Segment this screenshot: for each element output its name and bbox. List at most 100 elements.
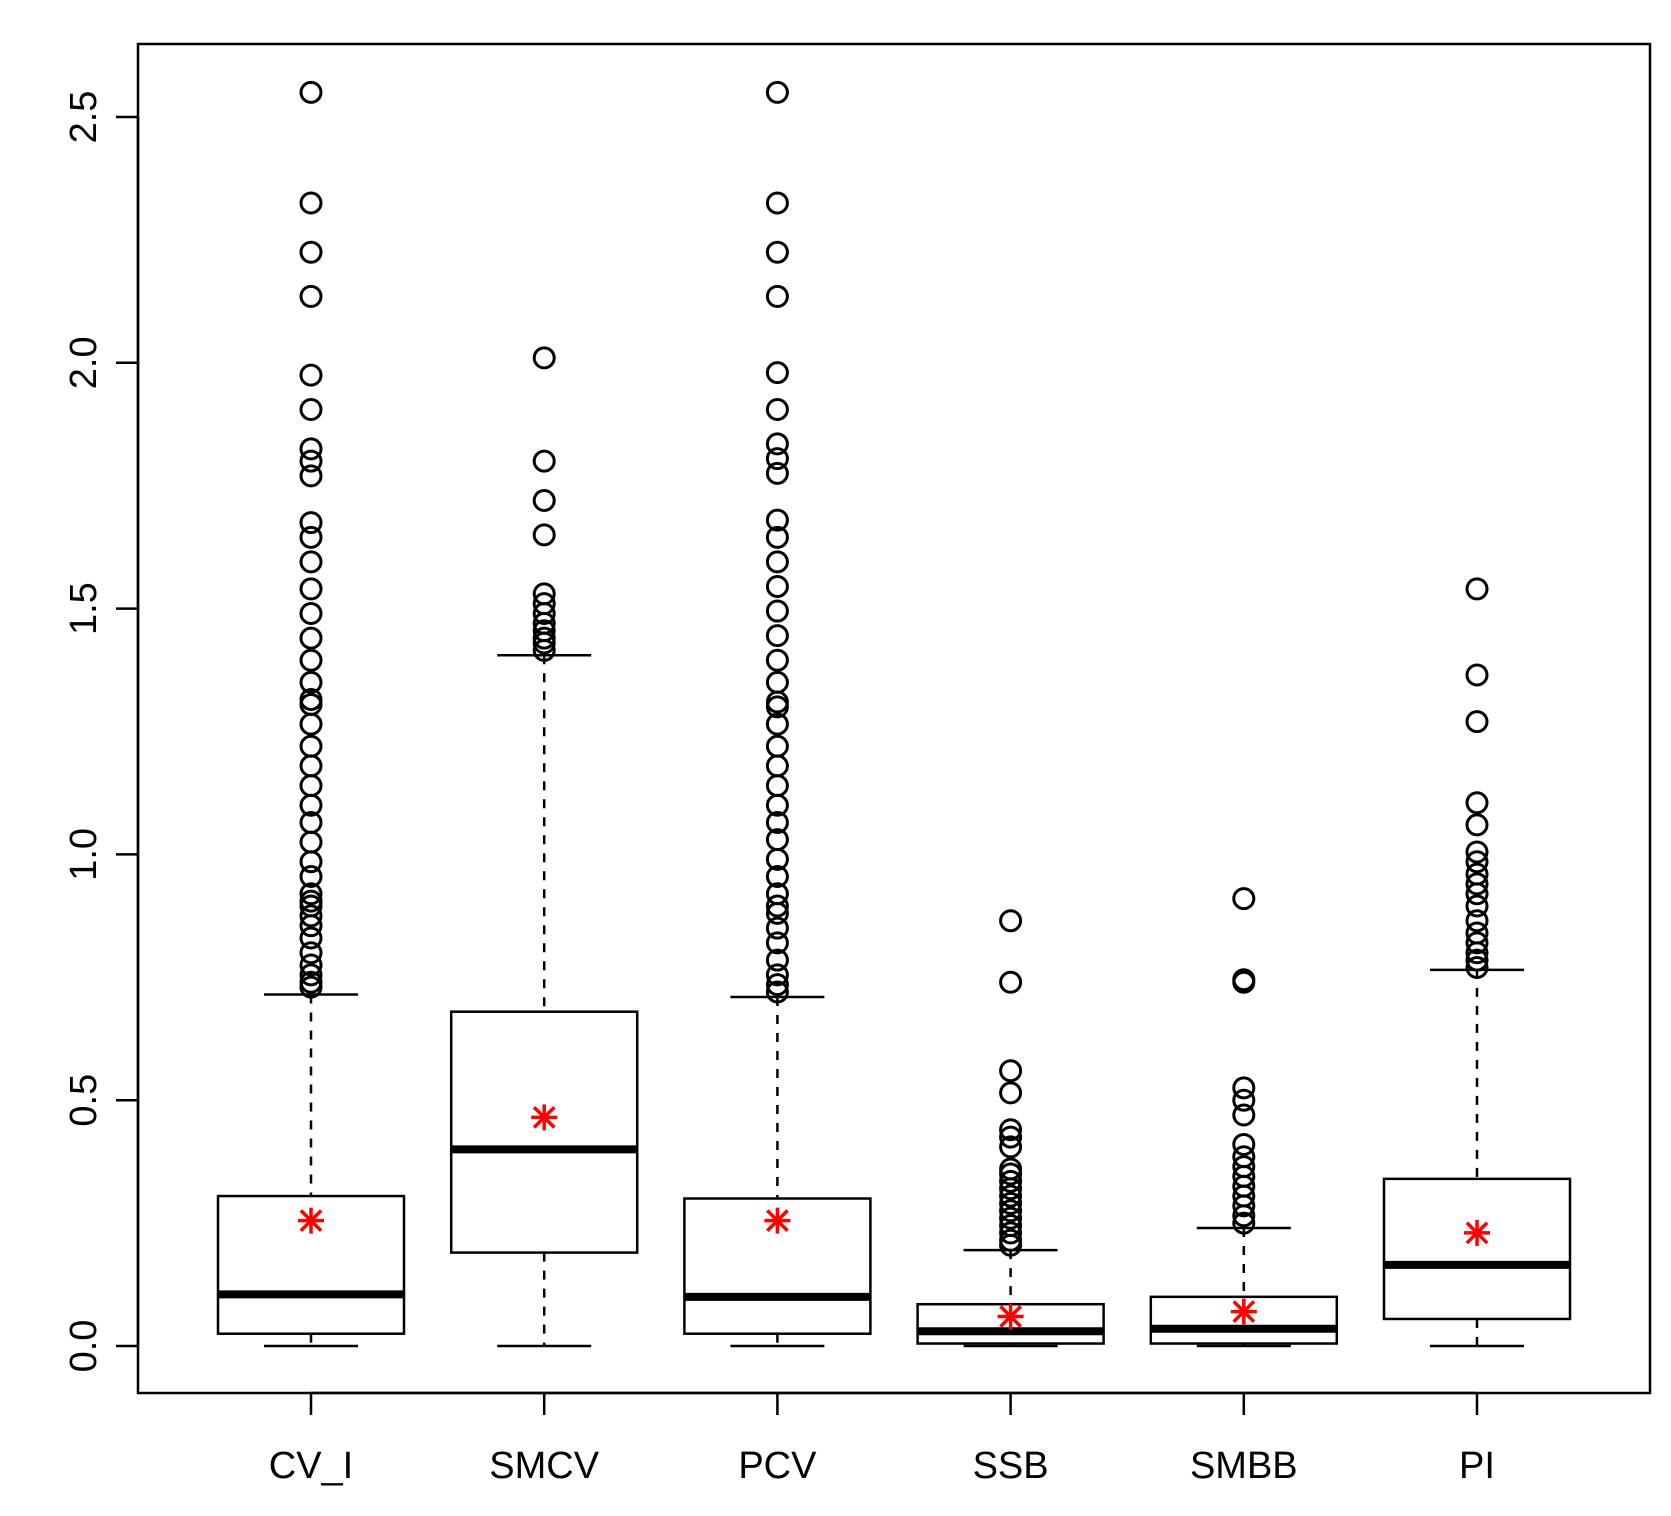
mean-marker-stroke bbox=[532, 1106, 556, 1129]
outlier-point bbox=[532, 592, 556, 616]
x-tick-label: SMBB bbox=[1190, 1445, 1298, 1487]
outlier-point bbox=[1465, 921, 1489, 945]
mean-marker-stroke bbox=[1232, 1300, 1256, 1323]
outlier-point bbox=[299, 511, 323, 535]
outlier-point bbox=[999, 1191, 1023, 1215]
outlier-point bbox=[1232, 1155, 1256, 1179]
outlier-point bbox=[765, 191, 789, 215]
y-tick-label: 0.0 bbox=[63, 1320, 105, 1373]
outlier-point bbox=[1465, 894, 1489, 918]
outlier-point bbox=[299, 363, 323, 387]
outlier-point bbox=[1465, 813, 1489, 837]
outlier-point bbox=[999, 1206, 1023, 1230]
box-group bbox=[683, 80, 872, 1348]
y-tick-label: 2.0 bbox=[63, 336, 105, 389]
outlier-point bbox=[999, 1081, 1023, 1105]
outlier-point bbox=[999, 1157, 1023, 1181]
outlier-point bbox=[1465, 710, 1489, 734]
outlier-point bbox=[1232, 1103, 1256, 1127]
outlier-point bbox=[765, 80, 789, 104]
mean-marker bbox=[764, 1207, 791, 1234]
outlier-point bbox=[765, 398, 789, 422]
outlier-point bbox=[1232, 1145, 1256, 1169]
outlier-point bbox=[765, 525, 789, 549]
outlier-point bbox=[765, 240, 789, 264]
box-group bbox=[916, 909, 1105, 1348]
outlier-point bbox=[1232, 1211, 1256, 1235]
mean-marker bbox=[1230, 1298, 1257, 1325]
mean-marker-stroke bbox=[1465, 1221, 1489, 1245]
outlier-point bbox=[765, 931, 789, 955]
outlier-point bbox=[1465, 909, 1489, 933]
outlier-point bbox=[765, 284, 789, 308]
outlier-point bbox=[765, 599, 789, 623]
box-group bbox=[449, 346, 639, 1348]
outlier-point bbox=[1465, 872, 1489, 896]
outlier-point bbox=[999, 1125, 1023, 1149]
outlier-point bbox=[765, 882, 789, 906]
outlier-point bbox=[765, 670, 789, 694]
outlier-point bbox=[299, 926, 323, 950]
outlier-point bbox=[299, 525, 323, 549]
outlier-point bbox=[1232, 1088, 1256, 1112]
outlier-point bbox=[299, 80, 323, 104]
outlier-point bbox=[765, 973, 789, 997]
box-rect bbox=[1382, 1177, 1572, 1321]
outlier-point bbox=[299, 953, 323, 977]
outlier-point bbox=[299, 810, 323, 834]
outlier-point bbox=[999, 1118, 1023, 1142]
y-tick-label: 1.0 bbox=[63, 828, 105, 881]
outlier-point bbox=[299, 398, 323, 422]
outlier-point bbox=[999, 1184, 1023, 1208]
outlier-point bbox=[299, 670, 323, 694]
outlier-point bbox=[299, 240, 323, 264]
outlier-point bbox=[765, 461, 789, 485]
outlier-point bbox=[765, 624, 789, 648]
x-tick-label: PI bbox=[1459, 1445, 1495, 1487]
outlier-point bbox=[999, 1228, 1023, 1252]
mean-marker-stroke bbox=[299, 1209, 323, 1233]
box-rect bbox=[449, 1010, 639, 1254]
outlier-point bbox=[999, 1169, 1023, 1193]
outlier-point bbox=[765, 948, 789, 972]
plot-area bbox=[216, 80, 1572, 1348]
x-tick-label: SMCV bbox=[489, 1445, 599, 1487]
outlier-point bbox=[999, 1059, 1023, 1083]
x-tick-label: CV_I bbox=[269, 1445, 353, 1487]
box-group bbox=[1149, 887, 1339, 1348]
outlier-point bbox=[299, 648, 323, 672]
mean-marker bbox=[1464, 1219, 1490, 1246]
axes: 0.0 0.5 1.0 1.5 2.0 2.5 CV_I SMCV PCV SSB SMBB PI bbox=[63, 42, 1652, 1487]
mean-marker-stroke bbox=[999, 1305, 1022, 1328]
outlier-point bbox=[532, 619, 556, 643]
y-tick-label: 2.5 bbox=[63, 91, 105, 144]
outlier-point bbox=[532, 582, 556, 606]
outlier-point bbox=[999, 909, 1023, 933]
outlier-point bbox=[299, 449, 323, 473]
outlier-point bbox=[1465, 663, 1489, 687]
outlier-point bbox=[299, 550, 323, 574]
x-tick-label: SSB bbox=[973, 1445, 1049, 1487]
outlier-point bbox=[765, 648, 789, 672]
mean-marker-stroke bbox=[766, 1209, 789, 1233]
outlier-point bbox=[1232, 968, 1256, 992]
outlier-point bbox=[532, 346, 556, 370]
box-group bbox=[1382, 577, 1572, 1348]
outlier-point bbox=[999, 1199, 1023, 1223]
outlier-point bbox=[532, 523, 556, 547]
outlier-point bbox=[299, 464, 323, 488]
outlier-point bbox=[299, 970, 323, 994]
outlier-point bbox=[765, 712, 789, 736]
outlier-point bbox=[1232, 887, 1256, 911]
outlier-point bbox=[299, 734, 323, 758]
outlier-point bbox=[1232, 1132, 1256, 1156]
outlier-point bbox=[765, 447, 789, 471]
outlier-point bbox=[299, 437, 323, 461]
outlier-point bbox=[765, 361, 789, 385]
outlier-point bbox=[765, 734, 789, 758]
y-tick-label: 1.5 bbox=[63, 582, 105, 635]
outlier-point bbox=[765, 916, 789, 940]
outlier-point bbox=[299, 284, 323, 308]
outlier-point bbox=[299, 688, 323, 712]
